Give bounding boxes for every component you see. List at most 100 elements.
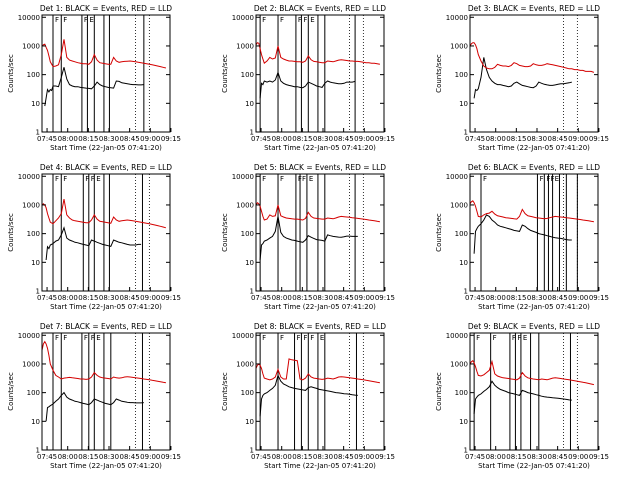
y-axis-label: Counts/sec xyxy=(7,372,15,411)
x-tick-label: 07:45 xyxy=(37,135,57,143)
x-axis-label: Start Time (22-Jan-05 07:41:20) xyxy=(50,462,162,470)
x-tick-label: 08:30 xyxy=(99,453,119,461)
interval-label: F xyxy=(303,334,307,342)
y-tick-label: 100 xyxy=(241,389,254,397)
interval-label: F xyxy=(483,175,487,183)
series-events-line xyxy=(473,214,572,254)
panel-title: Det 6: BLACK = Events, RED = LLD xyxy=(468,163,600,172)
y-tick-label: 100 xyxy=(27,389,40,397)
x-tick-label: 08:45 xyxy=(334,294,354,302)
y-tick-label: 10000 xyxy=(446,332,468,340)
x-tick-label: 07:45 xyxy=(251,135,271,143)
y-axis-label: Counts/sec xyxy=(435,54,443,93)
x-tick-label: 08:30 xyxy=(313,294,333,302)
y-axis-label: Counts/sec xyxy=(221,372,229,411)
y-tick-label: 1000 xyxy=(236,42,254,50)
interval-label: F xyxy=(85,175,89,183)
x-tick-label: 09:15 xyxy=(161,135,181,143)
x-tick-label: 08:00 xyxy=(58,453,78,461)
y-tick-label: 1000 xyxy=(236,360,254,368)
series-lld-line xyxy=(469,42,595,73)
x-tick-label: 08:30 xyxy=(527,135,547,143)
x-tick-label: 09:15 xyxy=(375,135,395,143)
series-events-line xyxy=(259,70,356,99)
interval-label: F xyxy=(310,334,314,342)
x-tick-label: 09:15 xyxy=(161,453,181,461)
y-tick-label: 100 xyxy=(241,230,254,238)
interval-label: F xyxy=(476,334,480,342)
y-tick-label: 10 xyxy=(245,259,254,267)
y-tick-label: 1000 xyxy=(450,42,468,50)
x-tick-label: 08:30 xyxy=(527,453,547,461)
interval-label: F xyxy=(55,16,59,24)
x-axis-label: Start Time (22-Jan-05 07:41:20) xyxy=(50,303,162,311)
detector-panel-3: Det 3: BLACK = Events, RED = LLD 1 10 100 10… xyxy=(435,4,609,152)
plot-frame xyxy=(41,332,171,451)
interval-label: F xyxy=(91,175,95,183)
plot-frame xyxy=(255,14,385,133)
interval-label: F xyxy=(63,175,67,183)
x-axis-label: Start Time (22-Jan-05 07:41:20) xyxy=(478,303,590,311)
x-tick-label: 08:00 xyxy=(272,453,292,461)
x-tick-label: 09:15 xyxy=(161,294,181,302)
x-tick-label: 07:45 xyxy=(465,453,485,461)
interval-label: F xyxy=(303,16,307,24)
x-tick-label: 07:45 xyxy=(465,135,485,143)
x-tick-label: 08:45 xyxy=(548,294,568,302)
x-tick-label: 08:00 xyxy=(486,135,506,143)
x-tick-label: 09:00 xyxy=(140,294,160,302)
interval-label: E xyxy=(96,334,100,342)
x-tick-label: 08:30 xyxy=(527,294,547,302)
interval-label: F xyxy=(84,16,88,24)
interval-label: F xyxy=(55,334,59,342)
y-tick-label: 10 xyxy=(245,100,254,108)
y-tick-label: 1 xyxy=(36,447,40,455)
y-tick-label: 1000 xyxy=(236,201,254,209)
plot-frame xyxy=(469,332,599,451)
y-tick-label: 10000 xyxy=(232,173,254,181)
x-axis-label: Start Time (22-Jan-05 07:41:20) xyxy=(264,462,376,470)
y-tick-label: 1 xyxy=(36,129,40,137)
y-tick-label: 10 xyxy=(459,418,468,426)
y-tick-label: 100 xyxy=(27,71,40,79)
y-tick-label: 1 xyxy=(464,288,468,296)
x-tick-label: 07:45 xyxy=(37,294,57,302)
x-axis-label: Start Time (22-Jan-05 07:41:20) xyxy=(264,303,376,311)
x-tick-label: 08:15 xyxy=(506,135,526,143)
x-tick-label: 08:30 xyxy=(313,135,333,143)
x-tick-label: 09:00 xyxy=(354,294,374,302)
y-tick-label: 1 xyxy=(464,129,468,137)
series-events-line xyxy=(45,391,144,422)
x-tick-label: 09:00 xyxy=(354,453,374,461)
interval-label: F xyxy=(63,334,67,342)
series-lld-line xyxy=(41,340,166,384)
series-events-line xyxy=(473,380,572,415)
panel-title: Det 9: BLACK = Events, RED = LLD xyxy=(468,322,600,331)
x-tick-label: 08:45 xyxy=(548,453,568,461)
series-lld-line xyxy=(255,42,381,65)
x-tick-label: 08:45 xyxy=(548,135,568,143)
x-tick-label: 09:00 xyxy=(568,294,588,302)
interval-label: F xyxy=(262,16,266,24)
interval-label: F xyxy=(298,175,302,183)
interval-label: F xyxy=(302,175,306,183)
interval-label: F xyxy=(280,334,284,342)
y-tick-label: 10000 xyxy=(446,173,468,181)
x-tick-label: 08:45 xyxy=(120,135,140,143)
x-axis-label: Start Time (22-Jan-05 07:41:20) xyxy=(264,144,376,152)
x-tick-label: 08:30 xyxy=(313,453,333,461)
y-tick-label: 10 xyxy=(31,418,40,426)
y-tick-label: 10 xyxy=(245,418,254,426)
interval-label: F xyxy=(297,334,301,342)
y-tick-label: 1000 xyxy=(450,360,468,368)
x-tick-label: 09:15 xyxy=(375,294,395,302)
x-tick-label: 08:15 xyxy=(78,453,98,461)
x-tick-label: 08:30 xyxy=(99,135,119,143)
y-tick-label: 100 xyxy=(27,230,40,238)
x-tick-label: 09:15 xyxy=(375,453,395,461)
plot-frame xyxy=(41,173,171,292)
